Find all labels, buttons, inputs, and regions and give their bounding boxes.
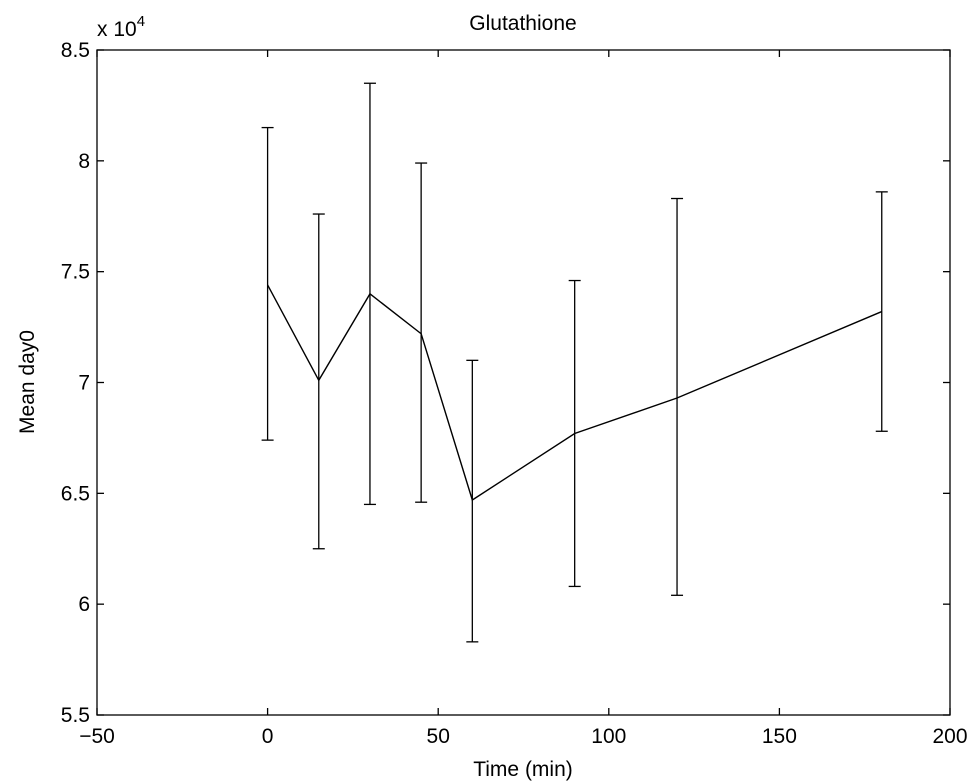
x-tick-label: 100: [591, 725, 626, 748]
y-multiplier: x 104: [97, 13, 145, 41]
y-multiplier-exponent: 4: [137, 13, 145, 30]
y-axis-label: Mean day0: [16, 330, 39, 434]
x-tick-label: 150: [762, 725, 797, 748]
y-tick-label: 7.5: [61, 261, 90, 284]
y-tick-label: 6.5: [61, 482, 90, 505]
y-tick-label: 5.5: [61, 704, 90, 727]
error-bars: [261, 82, 888, 643]
y-tick-label: 7: [78, 372, 90, 395]
series-group: [266, 284, 883, 502]
series-line: [266, 284, 883, 502]
x-tick-label: 200: [932, 725, 967, 748]
y-tick-label: 8: [78, 150, 90, 173]
x-tick-label: 50: [427, 725, 450, 748]
y-tick-label: 8.5: [61, 39, 90, 62]
x-axis-label: Time (min): [473, 758, 573, 781]
x-ticks: −50 0 50 100 150 200: [79, 50, 968, 748]
plot-frame: [96, 49, 951, 716]
chart-title: Glutathione: [469, 12, 576, 35]
y-tick-label: 6: [78, 593, 90, 616]
x-tick-label: −50: [79, 725, 115, 748]
y-ticks: 5.5 6 6.5 7 7.5 8 8.5: [61, 39, 950, 727]
y-multiplier-base: x 10: [97, 18, 137, 41]
x-tick-label: 0: [262, 725, 274, 748]
